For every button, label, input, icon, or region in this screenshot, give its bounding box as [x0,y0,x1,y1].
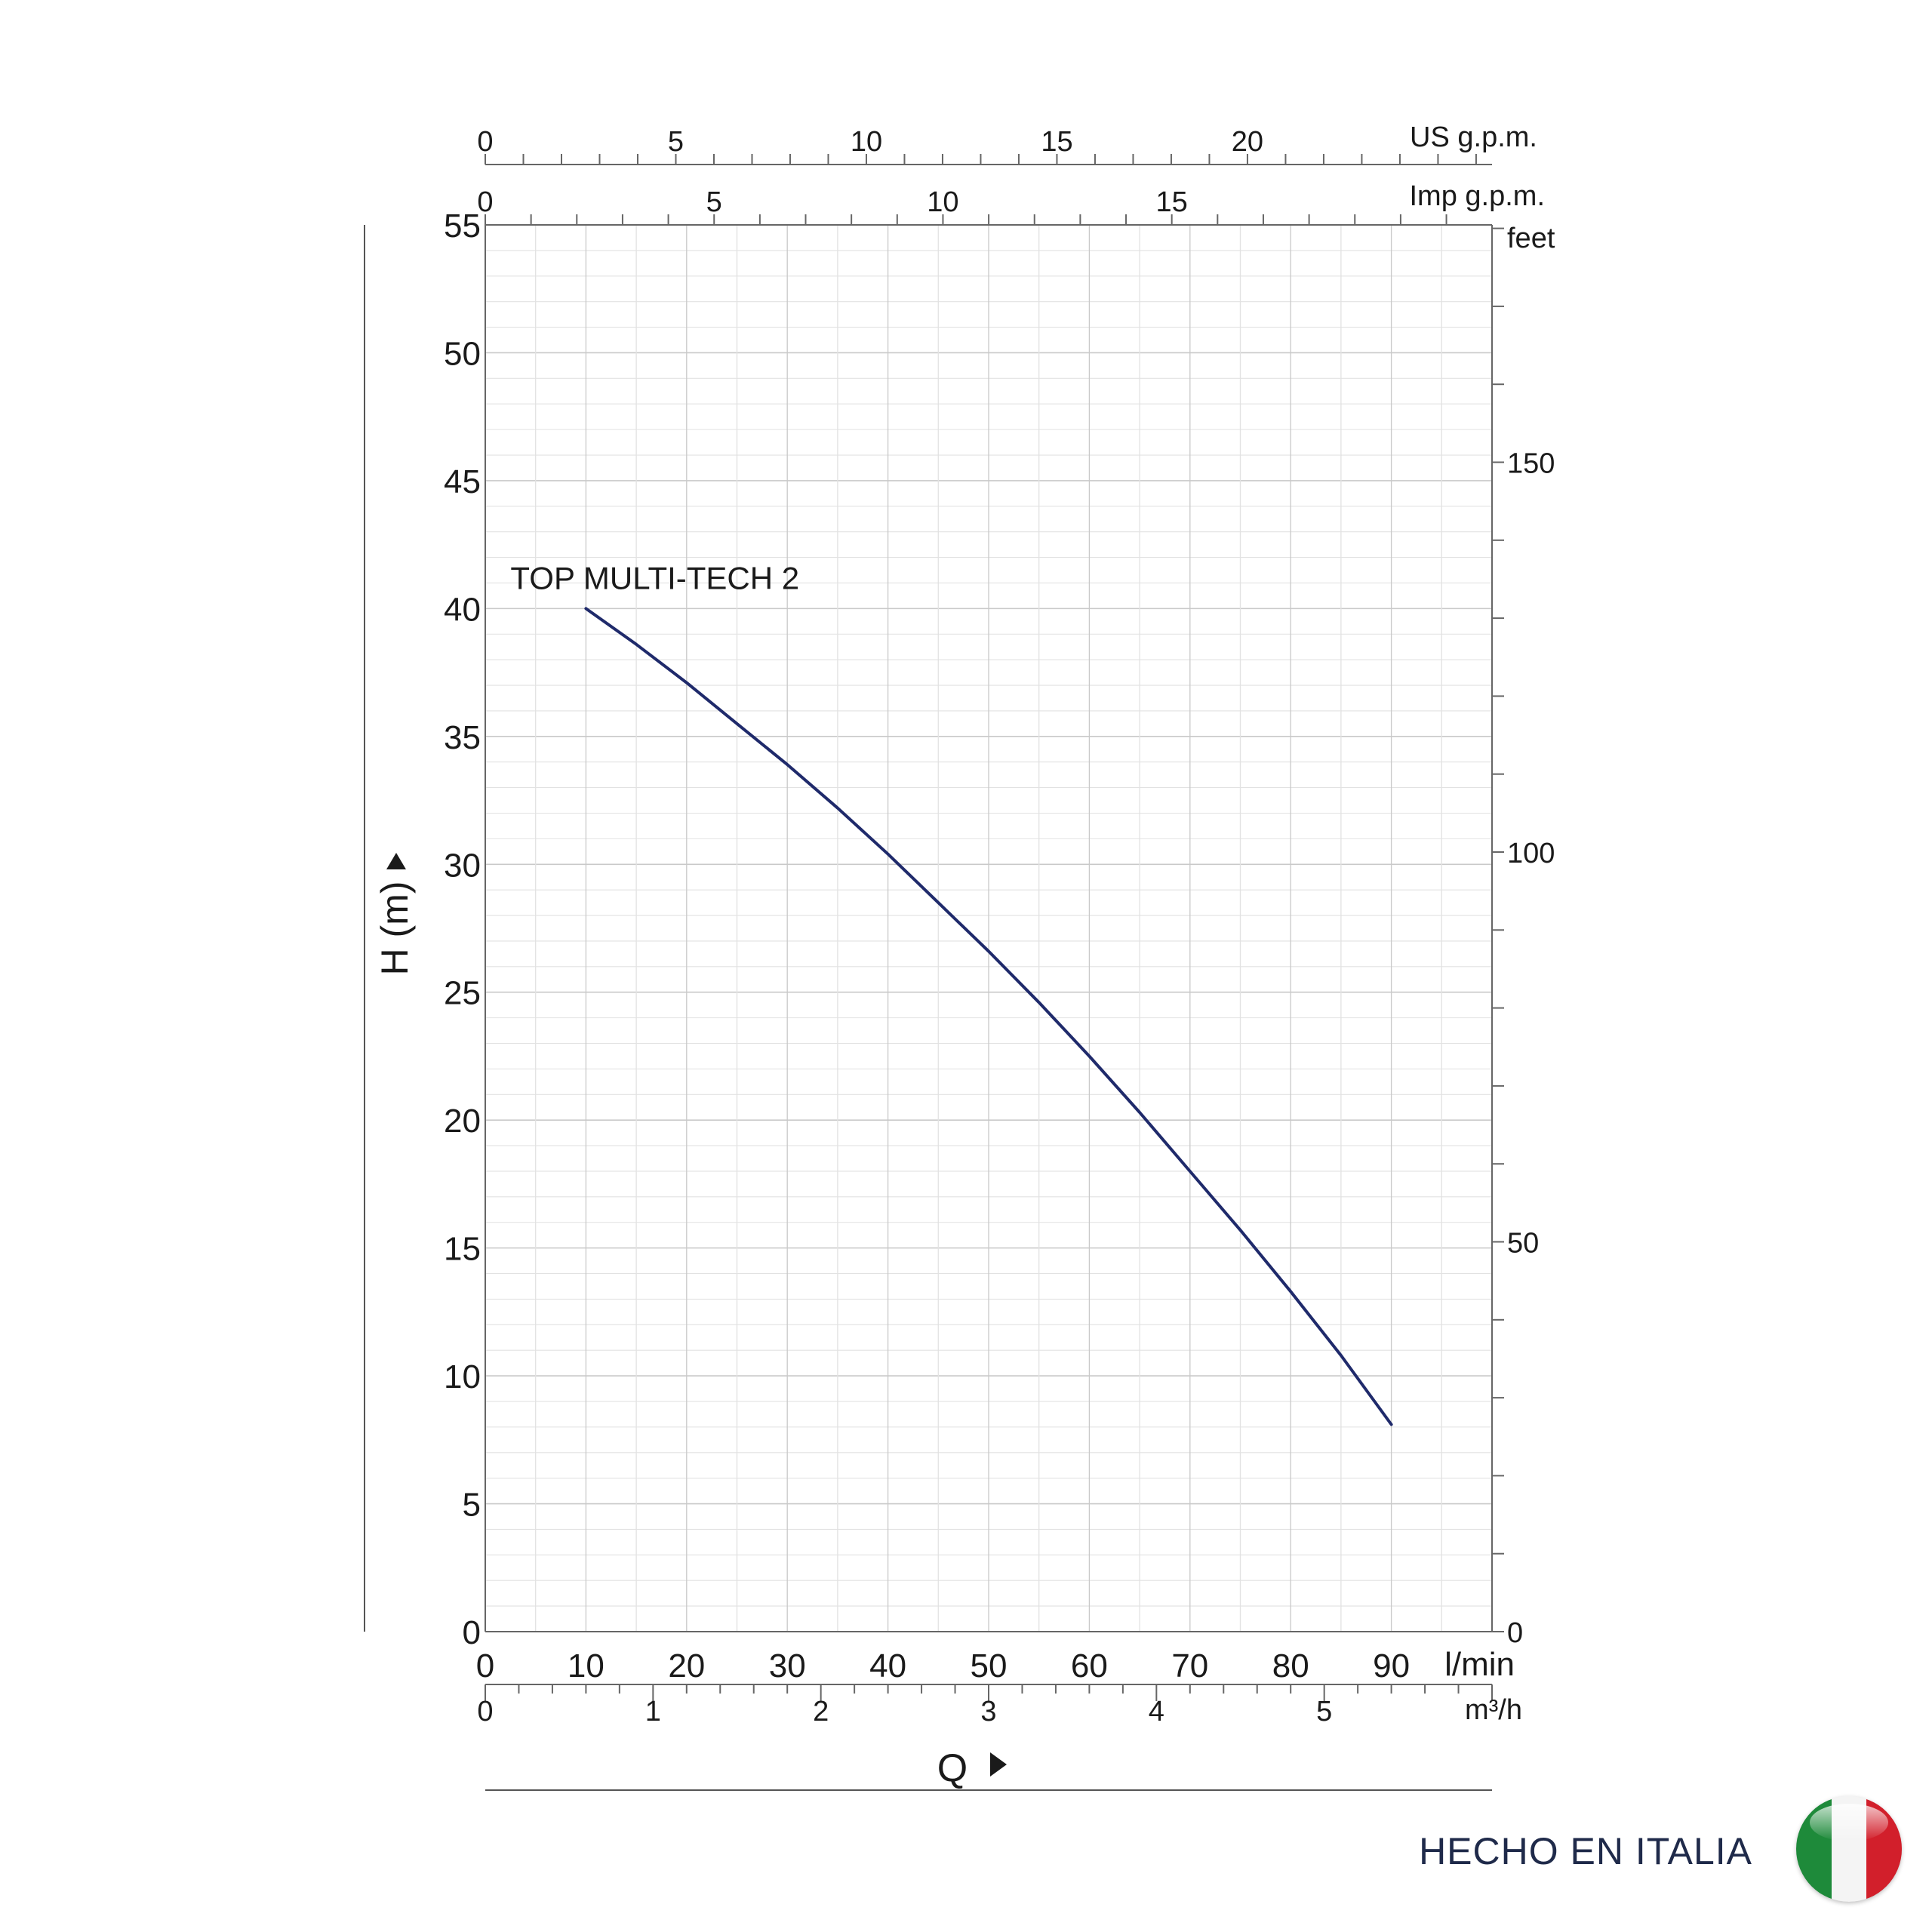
us-tick-label: 20 [1232,126,1263,158]
series-label: TOP MULTI-TECH 2 [510,560,799,595]
us-tick-label: 15 [1041,126,1072,158]
x-tick-label: 30 [769,1647,806,1684]
footer: HECHO EN ITALIA [1419,1796,1902,1902]
y-tick-label: 55 [444,208,481,245]
axes [364,154,1504,1791]
y-tick-label: 5 [463,1487,481,1524]
y-tick-label: 45 [444,463,481,500]
y-tick-label: 10 [444,1358,481,1395]
made-in-italy-text: HECHO EN ITALIA [1419,1830,1752,1872]
imp-tick-label: 10 [927,186,958,218]
series-line [584,607,1393,1426]
y-tick-label: 20 [444,1103,481,1140]
y-tick-label: 50 [444,335,481,372]
x-tick-label: 60 [1071,1647,1108,1684]
us-tick-label: 0 [477,126,493,158]
x-unit-label: l/min [1444,1646,1515,1683]
x-tick-label: 10 [568,1647,605,1684]
y-tick-label: 25 [444,975,481,1012]
x-tick-label: 90 [1373,1647,1410,1684]
y-right-tick-label: 100 [1507,838,1555,869]
m3h-tick-label: 2 [813,1696,829,1727]
x-axis-arrow-icon [990,1752,1007,1777]
grid [485,224,1493,1632]
m3h-tick-label: 0 [477,1696,493,1727]
y-axis-arrow-icon [386,853,406,869]
us-unit-label: US g.p.m. [1410,122,1537,153]
x-axis-title: Q [937,1746,968,1790]
y-tick-label: 0 [463,1614,481,1651]
y-axis-title: H (m) [374,881,416,976]
imp-tick-label: 5 [706,186,722,218]
series-layer [584,607,1393,1426]
x-tick-label: 80 [1272,1647,1309,1684]
y-right-tick-label: 150 [1507,448,1555,480]
imp-tick-label: 0 [477,186,493,218]
m3h-tick-label: 4 [1149,1696,1164,1727]
y-tick-label: 40 [444,591,481,628]
x-tick-label: 20 [668,1647,705,1684]
x-tick-label: 40 [869,1647,906,1684]
italian-flag-icon [1796,1796,1902,1902]
imp-unit-label: Imp g.p.m. [1410,180,1546,212]
x-tick-label: 0 [476,1647,494,1684]
x-tick-label: 50 [971,1647,1008,1684]
y-tick-label: 30 [444,847,481,884]
flag-gloss [1810,1804,1888,1841]
us-tick-label: 10 [851,126,882,158]
m3h-tick-label: 3 [980,1696,996,1727]
us-tick-label: 5 [668,126,684,158]
y-tick-label: 35 [444,719,481,756]
imp-tick-label: 15 [1156,186,1188,218]
m3h-unit-label: m³/h [1465,1694,1522,1726]
m3h-tick-label: 1 [645,1696,661,1727]
m3h-tick-label: 5 [1316,1696,1332,1727]
y-tick-label: 15 [444,1231,481,1268]
x-tick-label: 70 [1171,1647,1208,1684]
y-right-tick-label: 0 [1507,1617,1523,1649]
y-right-unit: feet [1507,223,1555,254]
y-right-tick-label: 50 [1507,1228,1539,1260]
